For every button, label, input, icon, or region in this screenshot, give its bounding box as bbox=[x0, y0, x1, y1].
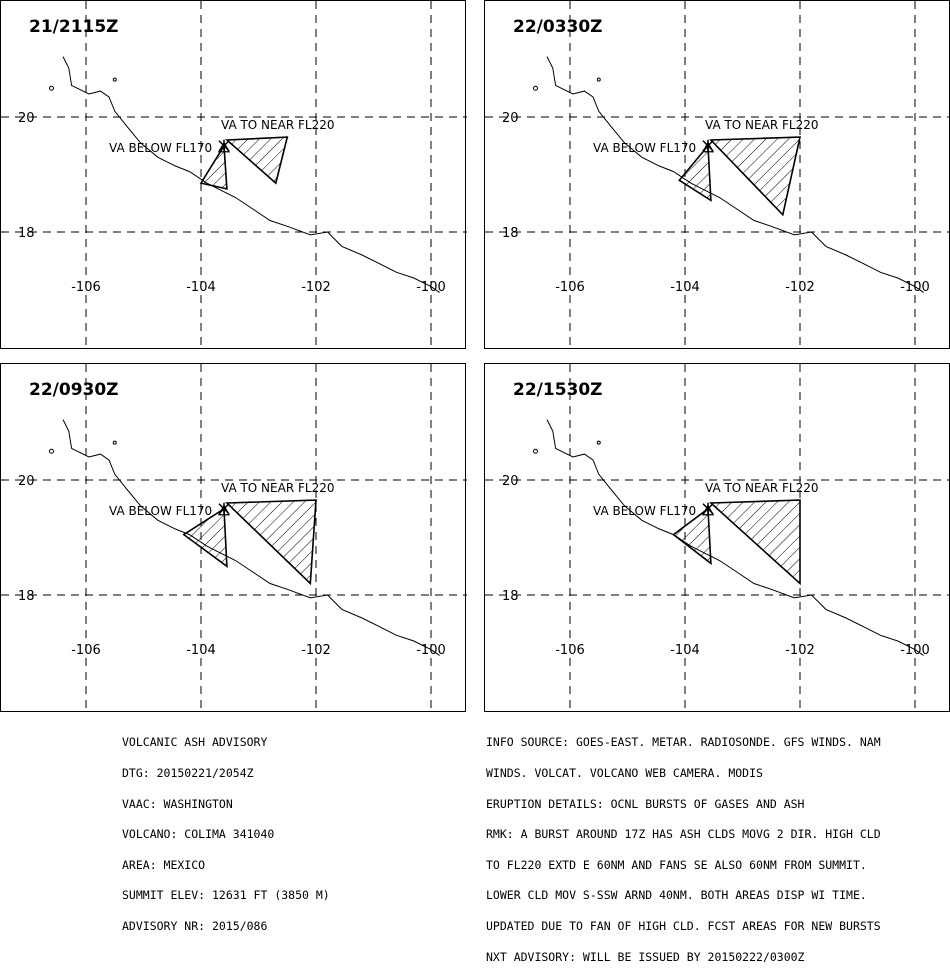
advisory-line: VAAC: WASHINGTON bbox=[122, 796, 233, 811]
advisory-line: TO FL220 EXTD E 60NM AND FANS SE ALSO 60… bbox=[486, 857, 867, 872]
ash-area-low bbox=[672, 507, 712, 566]
advisory-line: AREA: MEXICO bbox=[122, 857, 206, 872]
map-svg: -106 -104 -102 -100 20 18 VA TO NEAR FL220 VA B… bbox=[485, 364, 950, 713]
map-svg: -106 -104 -102 -100 20 18 VA TO NEAR FL220 VA B… bbox=[485, 1, 950, 350]
coastline bbox=[546, 56, 924, 293]
advisory-line: NXT ADVISORY: WILL BE ISSUED BY 20150222… bbox=[486, 949, 805, 964]
island-marker bbox=[533, 448, 538, 454]
longitude-tick-label: -102 bbox=[301, 643, 331, 658]
map-svg: -106 -104 -102 -100 20 18 VA TO NEAR FL220 VA B… bbox=[1, 1, 467, 350]
volcano-star-icon bbox=[218, 139, 230, 152]
ash-label-high: VA TO NEAR FL220 bbox=[221, 481, 334, 495]
latitude-tick-label: 20 bbox=[502, 474, 519, 489]
longitude-tick-label: -100 bbox=[416, 280, 446, 295]
longitude-tick-label: -102 bbox=[785, 643, 815, 658]
map-svg: -106 -104 -102 -100 20 18 VA TO NEAR FL220 VA B… bbox=[1, 364, 467, 713]
ash-area-high bbox=[708, 499, 801, 586]
longitude-tick-label: -102 bbox=[301, 280, 331, 295]
panel-valid-time: 22/0330Z bbox=[513, 17, 603, 37]
coastline bbox=[546, 419, 924, 656]
coastline bbox=[62, 419, 440, 656]
map-panel: -106 -104 -102 -100 20 18 VA TO NEAR FL220 VA B… bbox=[0, 0, 467, 350]
longitude-tick-label: -100 bbox=[900, 280, 930, 295]
ash-label-low: VA BELOW FL170 bbox=[109, 504, 212, 518]
ash-label-low: VA BELOW FL170 bbox=[109, 141, 212, 155]
latitude-tick-label: 18 bbox=[502, 589, 519, 604]
ash-area-low bbox=[678, 143, 712, 202]
ash-area-high bbox=[224, 499, 317, 586]
map-panel: -106 -104 -102 -100 20 18 VA TO NEAR FL220 VA B… bbox=[484, 363, 950, 713]
advisory-line: INFO SOURCE: GOES-EAST. METAR. RADIOSOND… bbox=[486, 735, 881, 750]
advisory-remarks-block: INFO SOURCE: GOES-EAST. METAR. RADIOSOND… bbox=[486, 717, 881, 972]
advisory-line: UPDATED DUE TO FAN OF HIGH CLD. FCST ARE… bbox=[486, 918, 881, 933]
longitude-tick-label: -104 bbox=[186, 280, 216, 295]
advisory-line: LOWER CLD MOV S-SSW ARND 40NM. BOTH AREA… bbox=[486, 888, 867, 903]
volcano-star-icon bbox=[702, 139, 714, 152]
volcano-star-icon bbox=[218, 502, 230, 515]
longitude-tick-label: -106 bbox=[71, 643, 101, 658]
panel-valid-time: 22/0930Z bbox=[29, 380, 119, 400]
ash-label-low: VA BELOW FL170 bbox=[593, 504, 696, 518]
advisory-line: VOLCANO: COLIMA 341040 bbox=[122, 827, 275, 842]
advisory-line: SUMMIT ELEV: 12631 FT (3850 M) bbox=[122, 888, 330, 903]
longitude-tick-label: -106 bbox=[71, 280, 101, 295]
advisory-header-block: VOLCANIC ASH ADVISORY DTG: 20150221/2054… bbox=[122, 717, 330, 941]
longitude-tick-label: -104 bbox=[670, 280, 700, 295]
advisory-line: WINDS. VOLCAT. VOLCANO WEB CAMERA. MODIS bbox=[486, 766, 763, 780]
advisory-line: ADVISORY NR: 2015/086 bbox=[122, 918, 268, 933]
latitude-tick-label: 18 bbox=[502, 226, 519, 241]
ash-label-low: VA BELOW FL170 bbox=[593, 141, 696, 155]
island-marker bbox=[596, 77, 601, 82]
longitude-tick-label: -104 bbox=[670, 643, 700, 658]
latitude-tick-label: 18 bbox=[18, 589, 35, 604]
island-marker bbox=[112, 440, 117, 445]
coastline bbox=[62, 56, 440, 293]
ash-label-high: VA TO NEAR FL220 bbox=[221, 118, 334, 132]
ash-area-high bbox=[224, 136, 289, 185]
island-marker bbox=[596, 440, 601, 445]
latitude-tick-label: 20 bbox=[18, 111, 35, 126]
panel-valid-time: 21/2115Z bbox=[29, 17, 119, 37]
ash-area-high bbox=[709, 136, 802, 217]
longitude-tick-label: -102 bbox=[785, 280, 815, 295]
longitude-tick-label: -106 bbox=[555, 280, 585, 295]
ash-area-low bbox=[199, 143, 228, 190]
longitude-tick-label: -100 bbox=[900, 643, 930, 658]
ash-label-high: VA TO NEAR FL220 bbox=[705, 481, 818, 495]
advisory-line: RMK: A BURST AROUND 17Z HAS ASH CLDS MOV… bbox=[486, 827, 881, 842]
island-marker bbox=[49, 448, 54, 454]
island-marker bbox=[49, 85, 54, 91]
map-panel: -106 -104 -102 -100 20 18 VA TO NEAR FL220 VA B… bbox=[0, 363, 467, 713]
latitude-tick-label: 18 bbox=[18, 226, 35, 241]
ash-label-high: VA TO NEAR FL220 bbox=[705, 118, 818, 132]
volcano-star-icon bbox=[702, 502, 714, 515]
ash-area-low bbox=[182, 507, 228, 568]
advisory-line: VOLCANIC ASH ADVISORY bbox=[122, 735, 268, 750]
longitude-tick-label: -104 bbox=[186, 643, 216, 658]
advisory-line: DTG: 20150221/2054Z bbox=[122, 766, 254, 780]
island-marker bbox=[533, 85, 538, 91]
longitude-tick-label: -100 bbox=[416, 643, 446, 658]
latitude-tick-label: 20 bbox=[502, 111, 519, 126]
advisory-line: ERUPTION DETAILS: OCNL BURSTS OF GASES A… bbox=[486, 796, 805, 811]
latitude-tick-label: 20 bbox=[18, 474, 35, 489]
panel-valid-time: 22/1530Z bbox=[513, 380, 603, 400]
island-marker bbox=[112, 77, 117, 82]
map-panel: -106 -104 -102 -100 20 18 VA TO NEAR FL220 VA B… bbox=[484, 0, 950, 350]
longitude-tick-label: -106 bbox=[555, 643, 585, 658]
